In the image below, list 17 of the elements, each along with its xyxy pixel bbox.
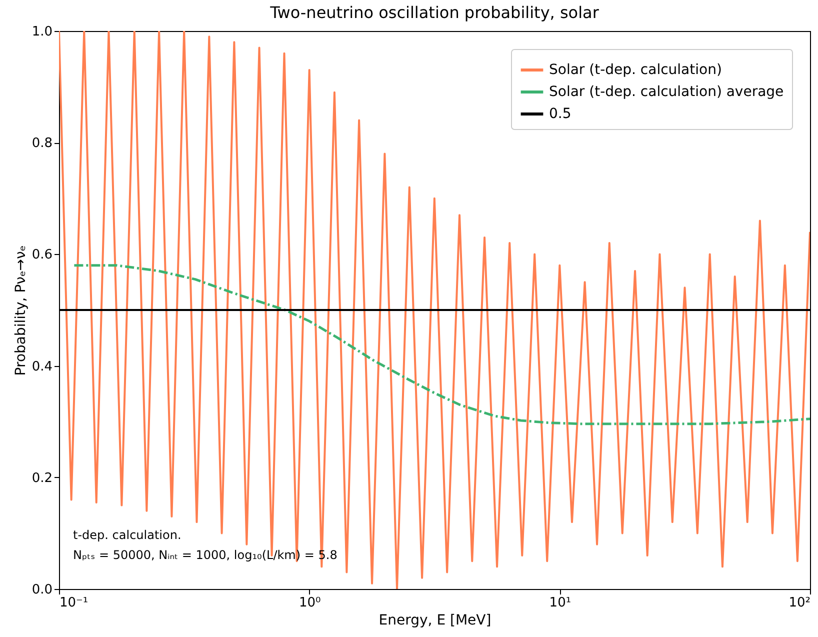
y-tick-label: 0.4: [32, 359, 52, 374]
y-axis-title: Probability, Pνₑ→νₑ: [12, 245, 29, 376]
y-tick-label: 0.2: [32, 470, 52, 486]
chart-title: Two-neutrino oscillation probability, solar: [269, 3, 600, 22]
y-tick-label: 0.8: [32, 136, 52, 152]
y-tick-label: 0.0: [32, 582, 52, 598]
x-tick-label: 10⁻¹: [60, 596, 88, 610]
legend-label: Solar (t-dep. calculation) average: [549, 84, 784, 100]
x-axis-title: Energy, E [MeV]: [378, 612, 492, 628]
y-tick-label: 1.0: [32, 24, 52, 40]
legend-label: Solar (t-dep. calculation): [549, 62, 722, 78]
annotation: t-dep. calculation.: [73, 528, 182, 542]
x-tick-label: 10⁰: [298, 596, 321, 610]
y-tick-label: 0.6: [32, 248, 52, 263]
x-tick-label: 10²: [788, 596, 810, 610]
legend-label: 0.5: [549, 106, 572, 122]
x-tick-label: 10¹: [549, 596, 572, 610]
